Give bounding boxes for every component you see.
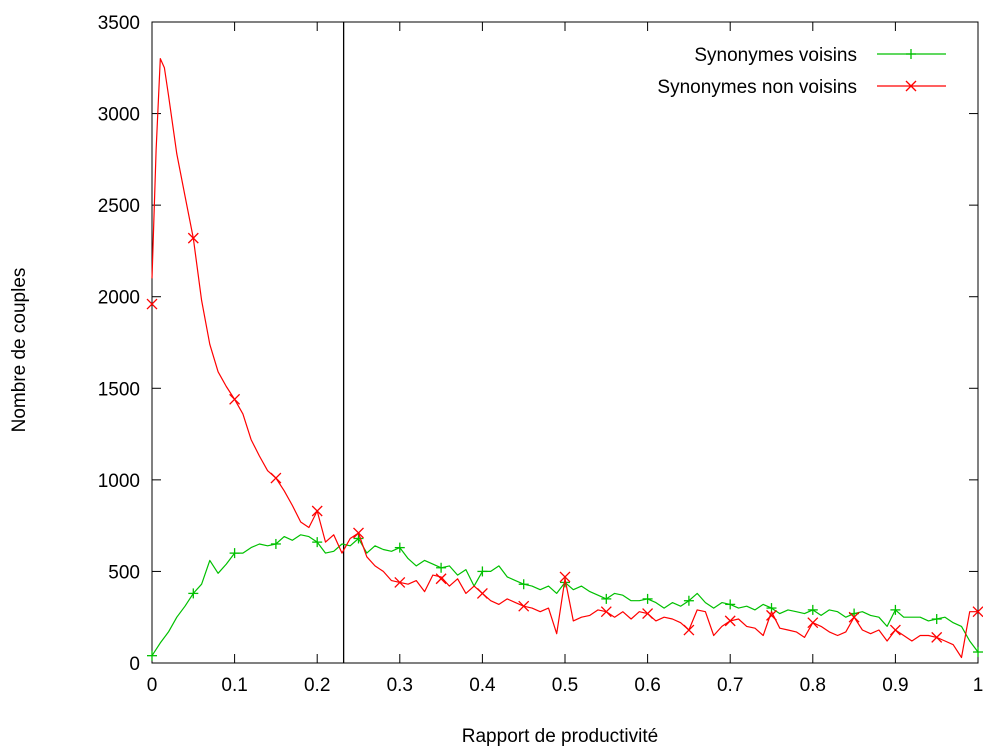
x-tick-label: 0 xyxy=(147,675,158,696)
data-point-marker xyxy=(890,604,901,615)
y-tick-label: 1000 xyxy=(98,471,140,492)
data-point-marker xyxy=(518,600,530,612)
data-point-marker xyxy=(394,576,406,588)
axes xyxy=(151,21,979,664)
data-point-marker xyxy=(229,548,240,559)
data-point-marker xyxy=(600,606,612,618)
marker-stroke xyxy=(559,571,571,583)
marker-stroke xyxy=(311,505,323,517)
data-point-marker xyxy=(312,537,323,548)
data-point-marker xyxy=(683,595,694,606)
data-point-marker xyxy=(931,614,942,625)
data-point-marker xyxy=(146,298,158,310)
data-point-marker xyxy=(807,604,818,615)
marker-stroke xyxy=(683,624,695,636)
marker-stroke xyxy=(848,611,860,623)
data-point-marker xyxy=(147,650,157,661)
data-point-marker xyxy=(394,542,405,553)
data-point-marker xyxy=(889,624,901,636)
legend-entry: Synonymes voisins xyxy=(694,45,946,66)
data-point-marker xyxy=(187,232,199,244)
x-tick-label: 0.8 xyxy=(800,675,826,696)
legend-label: Synonymes voisins xyxy=(694,45,857,66)
legend: Synonymes voisins Synonymes non voisins xyxy=(657,45,946,98)
data-point-marker xyxy=(311,505,323,517)
data-point-marker xyxy=(724,615,736,627)
data-point-marker xyxy=(476,587,488,599)
x-tick-label: 0.2 xyxy=(304,675,330,696)
x-tick-label: 1 xyxy=(973,675,983,696)
marker-stroke xyxy=(229,393,241,405)
y-tick-label: 3500 xyxy=(98,13,140,34)
data-point-marker xyxy=(601,593,612,604)
marker-stroke xyxy=(435,573,447,585)
marker-stroke xyxy=(353,527,364,539)
data-point-marker xyxy=(229,393,241,405)
y-tick-label: 0 xyxy=(129,654,140,675)
marker-stroke xyxy=(518,600,530,612)
x-tick-label: 0.5 xyxy=(552,675,578,696)
marker-stroke xyxy=(394,576,406,588)
x-tick-label: 0.4 xyxy=(469,675,496,696)
data-point-marker xyxy=(642,608,654,620)
marker-stroke xyxy=(600,606,612,618)
data-point-marker xyxy=(518,579,529,590)
data-point-marker xyxy=(559,571,571,583)
y-tick-label: 2500 xyxy=(98,196,140,217)
legend-marker xyxy=(905,80,917,92)
data-point-marker xyxy=(807,617,819,629)
marker-stroke xyxy=(642,608,654,620)
marker-stroke xyxy=(724,615,736,627)
series-synonymes-non-voisins xyxy=(146,57,983,659)
data-point-marker xyxy=(435,573,447,585)
data-point-marker xyxy=(848,611,860,623)
marker-stroke xyxy=(766,609,777,621)
series-layer xyxy=(146,57,983,661)
marker-stroke xyxy=(270,472,282,484)
legend-label: Synonymes non voisins xyxy=(657,77,857,98)
data-point-marker xyxy=(766,609,777,621)
data-point-marker xyxy=(725,599,736,610)
y-tick-label: 1500 xyxy=(98,379,140,400)
data-point-marker xyxy=(972,606,983,618)
y-axis-label: Nombre de couples xyxy=(9,268,30,433)
x-tick-label: 0.7 xyxy=(717,675,743,696)
data-point-marker xyxy=(353,533,364,544)
x-tick-label: 0.3 xyxy=(387,675,413,696)
marker-stroke xyxy=(905,80,917,92)
plot-frame xyxy=(151,21,979,664)
y-tick-label: 500 xyxy=(108,562,140,583)
marker-stroke xyxy=(889,624,901,636)
data-point-marker xyxy=(931,631,943,643)
x-tick-label: 0.1 xyxy=(221,675,247,696)
marker-stroke xyxy=(972,606,983,618)
data-point-marker xyxy=(353,527,364,539)
x-tick-label: 0.9 xyxy=(882,675,908,696)
data-point-marker xyxy=(973,647,983,658)
legend-marker xyxy=(906,49,916,59)
series-synonymes-voisins xyxy=(147,533,983,661)
data-point-marker xyxy=(477,566,488,577)
data-point-marker xyxy=(270,472,282,484)
marker-stroke xyxy=(187,232,199,244)
y-tick-label: 3000 xyxy=(98,105,140,126)
marker-stroke xyxy=(931,631,943,643)
series-line xyxy=(151,57,978,659)
ticks: 0 0.1 0.2 0.3 0.4 0.5 0.6 0.7 0.8 0.9 1 0 500 1000 150… xyxy=(98,13,983,696)
data-point-marker xyxy=(270,538,281,549)
x-tick-label: 0.6 xyxy=(634,675,660,696)
y-tick-label: 2000 xyxy=(98,288,140,309)
data-point-marker xyxy=(436,562,447,573)
legend-entry: Synonymes non voisins xyxy=(657,77,946,98)
data-point-marker xyxy=(188,588,199,599)
data-point-marker xyxy=(683,624,695,636)
series-line xyxy=(151,534,979,657)
marker-stroke xyxy=(807,617,819,629)
data-point-marker xyxy=(642,593,653,604)
marker-stroke xyxy=(146,298,158,310)
x-axis-label: Rapport de productivité xyxy=(462,726,658,747)
marker-stroke xyxy=(476,587,488,599)
